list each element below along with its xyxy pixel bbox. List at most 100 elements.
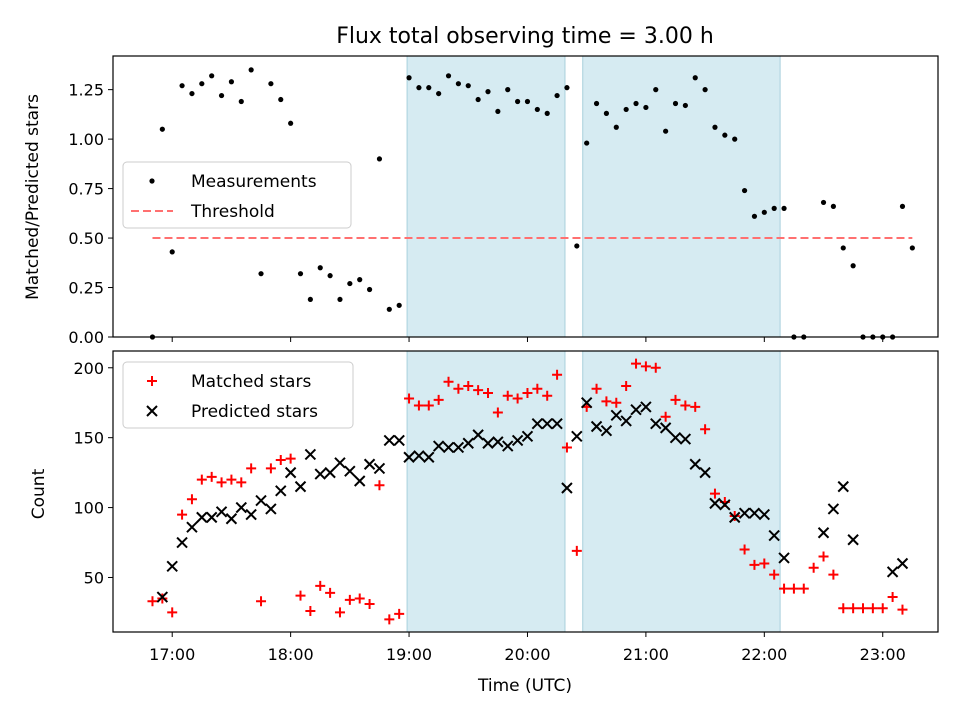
data-point: [515, 98, 521, 105]
data-point: [867, 603, 878, 614]
data-point: [739, 544, 750, 555]
chart-title: Flux total observing time = 3.00 h: [336, 24, 714, 49]
legend-entry: Measurements: [149, 172, 317, 192]
data-point: [631, 358, 642, 369]
data-point: [600, 424, 613, 437]
data-point: [838, 603, 849, 614]
data-point: [376, 156, 383, 162]
y-tick-label: 0.25: [68, 279, 104, 298]
data-point: [324, 466, 336, 479]
data-point: [186, 521, 198, 533]
data-point: [238, 98, 244, 105]
data-point: [702, 87, 708, 93]
shaded-region-1: [582, 56, 781, 337]
data-point: [475, 96, 481, 103]
data-point: [384, 614, 395, 625]
data-point: [808, 562, 819, 573]
data-point: [818, 551, 829, 562]
data-point: [268, 81, 274, 87]
data-point: [314, 468, 326, 480]
data-point: [337, 296, 343, 303]
data-point: [453, 383, 464, 394]
data-point: [580, 397, 593, 409]
data-point: [423, 451, 435, 463]
data-point: [416, 85, 422, 91]
data-point: [258, 271, 264, 277]
x-tick-label: 23:00: [860, 645, 906, 664]
data-point: [798, 583, 809, 594]
data-point: [663, 128, 669, 134]
data-point: [209, 73, 215, 79]
data-point: [315, 580, 326, 591]
data-point: [373, 462, 386, 475]
data-point: [433, 394, 444, 405]
data-point: [394, 608, 405, 619]
data-point: [406, 75, 412, 81]
x-tick-label: 22:00: [741, 645, 787, 664]
shaded-region-0: [407, 56, 565, 337]
data-point: [817, 527, 830, 539]
data-point: [779, 583, 790, 594]
data-point: [436, 90, 442, 97]
data-point: [749, 559, 760, 570]
y-tick-label: 1.25: [68, 81, 104, 100]
data-point: [347, 280, 353, 287]
data-point: [679, 433, 692, 445]
data-point: [712, 124, 718, 130]
data-point: [771, 205, 777, 211]
data-point: [603, 110, 610, 116]
data-point: [205, 511, 218, 524]
data-point: [621, 380, 632, 391]
data-point: [423, 400, 434, 411]
data-point: [354, 593, 365, 604]
data-point: [248, 67, 254, 73]
data-point: [709, 488, 720, 499]
data-point: [729, 511, 741, 524]
data-point: [235, 501, 247, 514]
data-point: [404, 393, 415, 404]
data-point: [156, 591, 169, 603]
data-point: [452, 441, 465, 454]
data-point: [186, 494, 197, 505]
legend-box: [122, 361, 354, 429]
data-point: [768, 529, 780, 542]
data-point: [196, 511, 208, 524]
data-point: [850, 263, 856, 269]
data-point: [827, 503, 840, 515]
y-tick-label: 0.75: [68, 180, 104, 199]
data-point: [601, 396, 612, 407]
data-point: [738, 507, 751, 519]
x-tick-label: 21:00: [623, 645, 669, 664]
series-predicted-stars: [156, 397, 909, 603]
data-point: [295, 590, 306, 601]
data-point: [199, 81, 205, 87]
data-point: [613, 124, 619, 130]
data-point: [265, 463, 276, 474]
data-point: [357, 277, 363, 283]
data-point: [574, 243, 580, 249]
x-tick-label: 19:00: [386, 645, 432, 664]
data-point: [561, 442, 572, 453]
data-point: [403, 451, 415, 463]
data-point: [886, 566, 899, 578]
legend-label: Predicted stars: [191, 402, 318, 422]
data-point: [344, 594, 355, 605]
data-point: [307, 296, 313, 303]
legend: Matched stars Predicted stars: [122, 361, 354, 429]
data-point: [363, 458, 376, 470]
data-point: [442, 441, 455, 454]
legend-marker: [146, 405, 158, 417]
legend-entry: Matched stars: [147, 372, 311, 392]
data-point: [561, 482, 573, 494]
data-point: [288, 120, 294, 126]
data-point: [534, 106, 540, 113]
data-point: [413, 400, 424, 411]
data-point: [169, 249, 175, 255]
data-point: [650, 362, 661, 373]
data-point: [689, 458, 701, 470]
data-point: [571, 430, 583, 442]
data-point: [633, 100, 639, 107]
data-point: [366, 286, 373, 293]
y-tick-label: 150: [73, 429, 104, 448]
